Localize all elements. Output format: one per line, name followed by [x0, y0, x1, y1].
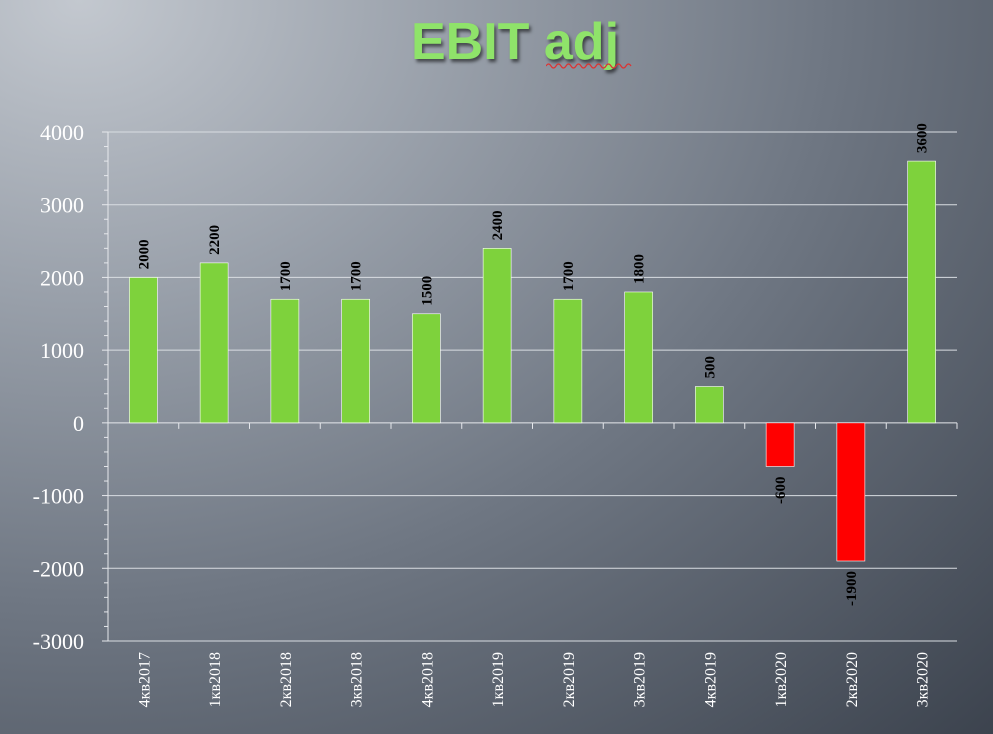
bar: [836, 422, 866, 562]
x-tick-label: 2кв2020: [844, 652, 861, 707]
bar: [482, 248, 512, 424]
spellcheck-underline: [546, 63, 632, 69]
data-label: 2400: [490, 210, 506, 240]
data-label: 2200: [207, 225, 223, 255]
data-label: -600: [773, 476, 789, 504]
x-tick-label: 4кв2019: [702, 652, 719, 707]
x-tick-label: 3кв2019: [632, 652, 649, 707]
data-label: 500: [702, 356, 718, 379]
data-label: 1700: [278, 261, 294, 291]
x-tick-label: 2кв2019: [561, 652, 578, 707]
bar: [129, 277, 158, 424]
y-tick-label: 3000: [40, 193, 84, 218]
x-tick-label: 4кв2017: [136, 652, 153, 707]
data-label: -1900: [844, 571, 860, 606]
y-tick-label: 2000: [40, 265, 84, 290]
bar: [199, 262, 229, 424]
bar: [624, 291, 653, 424]
chart-title: EBIT adj: [410, 13, 620, 71]
bar: [553, 298, 583, 424]
data-label: 1800: [632, 254, 648, 284]
x-tick-label: 3кв2020: [915, 652, 932, 707]
y-tick-label: 1000: [40, 338, 84, 363]
bar: [907, 160, 936, 424]
data-label: 1700: [349, 261, 365, 291]
x-tick-label: 1кв2018: [207, 652, 224, 707]
data-label: 1700: [561, 261, 577, 291]
data-label: 2000: [136, 239, 152, 269]
y-tick-label: -2000: [33, 556, 84, 581]
data-label: 3600: [915, 123, 931, 153]
x-tick-label: 2кв2018: [278, 652, 295, 707]
y-tick-label: 4000: [40, 120, 84, 145]
bar: [765, 422, 795, 467]
x-tick-label: 4кв2018: [419, 652, 436, 707]
y-tick-label: -1000: [33, 484, 84, 509]
bar: [270, 298, 300, 424]
x-tick-label: 1кв2020: [773, 652, 790, 707]
bar: [695, 386, 724, 424]
bar: [412, 313, 441, 424]
data-label: 1500: [419, 276, 435, 306]
x-tick-label: 3кв2018: [349, 652, 366, 707]
y-tick-label: 0: [73, 411, 84, 436]
y-tick-label: -3000: [33, 629, 84, 654]
bar: [341, 298, 370, 424]
x-tick-label: 1кв2019: [490, 652, 507, 707]
